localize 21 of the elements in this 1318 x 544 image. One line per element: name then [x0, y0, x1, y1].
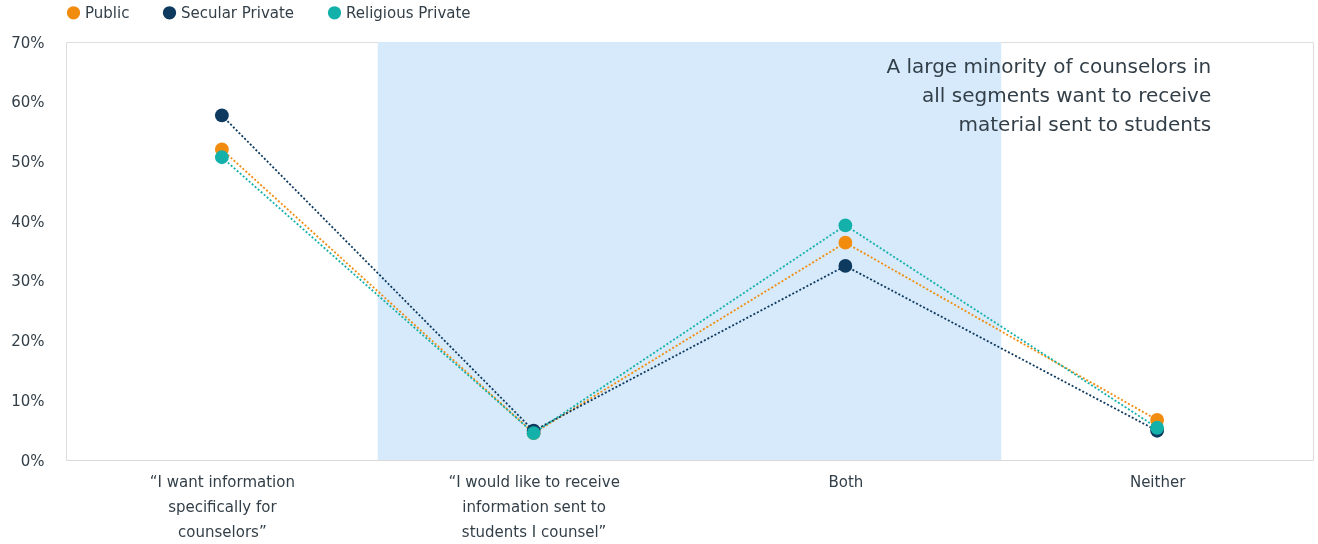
- y-tick-label: 30%: [11, 272, 45, 291]
- legend-label: Religious Private: [346, 3, 471, 22]
- point: [214, 150, 229, 165]
- point: [214, 108, 229, 123]
- x-tick-label: “I would like to receive information sent to students I counsel”: [448, 472, 620, 541]
- point: [838, 259, 853, 273]
- x-tick-label: Neither: [1129, 472, 1187, 491]
- point: [838, 235, 853, 250]
- x-tick-label: “I want information specifically for counselors”: [149, 472, 295, 541]
- band-label: A large minority of counselors in all segments want to receive material sent to students: [886, 54, 1212, 136]
- legend-label: Secular Private: [181, 3, 295, 22]
- point: [838, 218, 853, 233]
- y-tick-label: 40%: [11, 212, 45, 231]
- y-tick-label: 10%: [11, 391, 45, 410]
- y-tick-label: 60%: [11, 93, 45, 112]
- y-tick-label: 0%: [20, 451, 45, 470]
- y-tick-label: 20%: [11, 332, 45, 351]
- legend-label: Public: [85, 3, 130, 22]
- y-tick-label: 70%: [11, 33, 45, 52]
- y-tick-label: 50%: [11, 152, 45, 171]
- x-tick-label: Both: [828, 472, 864, 491]
